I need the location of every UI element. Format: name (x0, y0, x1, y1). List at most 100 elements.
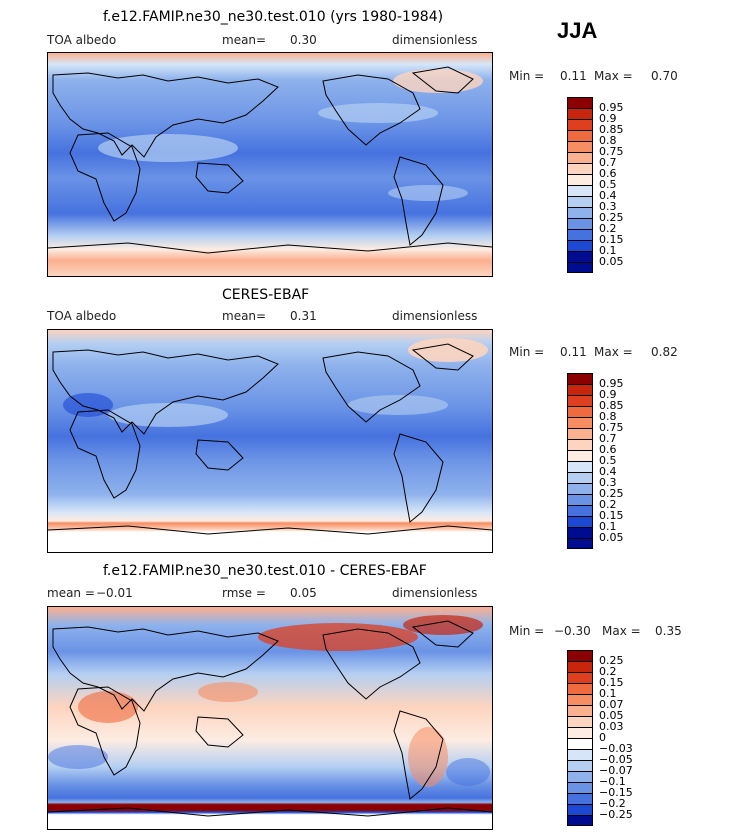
panel1-title: f.e12.FAMIP.ne30_ne30.test.010 (yrs 1980… (103, 9, 444, 25)
panel3-colorbar-tick: 0.07 (599, 698, 624, 711)
panel1-colorbar-tick: 0.05 (599, 255, 624, 268)
panel2-colorbar-swatch (568, 374, 592, 385)
panel3-colorbar-tick: −0.05 (599, 753, 633, 766)
panel3-mean-label: mean = (47, 586, 95, 600)
panel2-colorbar-swatch (568, 462, 592, 473)
panel2-min-value: 0.11 (560, 345, 587, 359)
panel1-colorbar-swatch (568, 98, 592, 109)
panel2-map-field (48, 330, 492, 552)
panel3-colorbar-tick: 0.1 (599, 687, 617, 700)
panel3-colorbar-swatch (568, 684, 592, 695)
panel3-colorbar-tick: 0.05 (599, 709, 624, 722)
panel3-colorbar-swatch (568, 772, 592, 783)
panel2-colorbar-swatch (568, 440, 592, 451)
panel1-colorbar-tick: 0.3 (599, 200, 617, 213)
panel1-max-label: Max = (594, 69, 633, 83)
panel2-colorbar-swatch (568, 517, 592, 528)
panel1-colorbar-tick: 0.9 (599, 112, 617, 125)
panel3-colorbar-swatch (568, 761, 592, 772)
panel3-max-label: Max = (602, 624, 641, 638)
panel1-colorbar-swatch (568, 131, 592, 142)
panel3-colorbar-tick: −0.1 (599, 775, 626, 788)
panel2-variable-label: TOA albedo (47, 309, 117, 323)
panel3-colorbar-swatch (568, 728, 592, 739)
panel1-min-label: Min = (509, 69, 545, 83)
panel1-colorbar-tick: 0.7 (599, 156, 617, 169)
season-label: JJA (557, 18, 598, 43)
panel3-colorbar-swatch (568, 651, 592, 662)
panel3-colorbar-swatch (568, 783, 592, 794)
panel2-colorbar-swatch (568, 407, 592, 418)
panel2-colorbar-tick: 0.6 (599, 443, 617, 456)
panel1-colorbar-tick: 0.2 (599, 222, 617, 235)
panel3-colorbar-swatch (568, 805, 592, 816)
panel3-colorbar-swatch (568, 750, 592, 761)
panel3-colorbar-tick: 0.25 (599, 654, 624, 667)
panel3-colorbar-tick: −0.15 (599, 786, 633, 799)
panel1-colorbar-swatch (568, 252, 592, 263)
panel1-colorbar-swatch (568, 153, 592, 164)
panel1-colorbar-swatch (568, 208, 592, 219)
panel1-colorbar-tick: 0.85 (599, 123, 624, 136)
panel2-colorbar-tick: 0.4 (599, 465, 617, 478)
panel3-colorbar-tick: −0.25 (599, 808, 633, 821)
panel1-colorbar-swatch (568, 241, 592, 252)
panel2-colorbar-swatch (568, 484, 592, 495)
panel2-min-label: Min = (509, 345, 545, 359)
panel2-colorbar-swatch (568, 539, 592, 548)
panel3-colorbar-swatch (568, 816, 592, 825)
panel3-colorbar-tick: 0.2 (599, 665, 617, 678)
panel3-min-label: Min = (509, 624, 545, 638)
panel2-colorbar-tick: 0.1 (599, 520, 617, 533)
panel2-colorbar (567, 373, 593, 549)
panel2-colorbar-swatch (568, 473, 592, 484)
panel2-colorbar-swatch (568, 495, 592, 506)
panel1-units: dimensionless (392, 33, 478, 47)
panel1-colorbar-tick: 0.6 (599, 167, 617, 180)
panel3-colorbar-swatch (568, 695, 592, 706)
panel2-max-value: 0.82 (651, 345, 678, 359)
panel1-colorbar-tick: 0.75 (599, 145, 624, 158)
panel2-colorbar-swatch (568, 385, 592, 396)
panel3-colorbar-tick: 0.15 (599, 676, 624, 689)
panel1-colorbar-swatch (568, 186, 592, 197)
panel2-units: dimensionless (392, 309, 478, 323)
panel1-colorbar-swatch (568, 164, 592, 175)
panel3-max-value: 0.35 (655, 624, 682, 638)
panel1-min-value: 0.11 (560, 69, 587, 83)
panel2-colorbar-tick: 0.5 (599, 454, 617, 467)
panel2-mean-label: mean= (222, 309, 267, 323)
panel2-max-label: Max = (594, 345, 633, 359)
panel2-colorbar-tick: 0.2 (599, 498, 617, 511)
panel1-colorbar-tick: 0.4 (599, 189, 617, 202)
panel1-max-value: 0.70 (651, 69, 678, 83)
panel1-colorbar-swatch (568, 263, 592, 272)
panel2-mean-value: 0.31 (290, 309, 317, 323)
panel2-colorbar-swatch (568, 528, 592, 539)
panel1-colorbar-swatch (568, 197, 592, 208)
panel2-colorbar-tick: 0.8 (599, 410, 617, 423)
panel3-colorbar-tick: −0.03 (599, 742, 633, 755)
panel3-colorbar-tick: −0.07 (599, 764, 633, 777)
panel3-min-value: −0.30 (554, 624, 591, 638)
panel2-colorbar-tick: 0.05 (599, 531, 624, 544)
panel1-colorbar-tick: 0.5 (599, 178, 617, 191)
panel3-colorbar-swatch (568, 706, 592, 717)
panel3-colorbar-tick: 0.03 (599, 720, 624, 733)
panel3-colorbar-swatch (568, 717, 592, 728)
panel1-colorbar-swatch (568, 142, 592, 153)
panel3-map-field (48, 607, 492, 829)
panel1-colorbar-swatch (568, 230, 592, 241)
panel1-colorbar-tick: 0.1 (599, 244, 617, 257)
panel3-colorbar-swatch (568, 794, 592, 805)
panel2-colorbar-tick: 0.3 (599, 476, 617, 489)
panel3-colorbar (567, 650, 593, 826)
panel3-colorbar-tick: 0 (599, 731, 606, 744)
panel3-colorbar-swatch (568, 739, 592, 750)
panel1-colorbar-swatch (568, 120, 592, 131)
panel3-colorbar-swatch (568, 673, 592, 684)
panel2-map (47, 329, 493, 553)
panel1-mean-label: mean= (222, 33, 267, 47)
panel1-colorbar-swatch (568, 219, 592, 230)
panel2-colorbar-tick: 0.85 (599, 399, 624, 412)
